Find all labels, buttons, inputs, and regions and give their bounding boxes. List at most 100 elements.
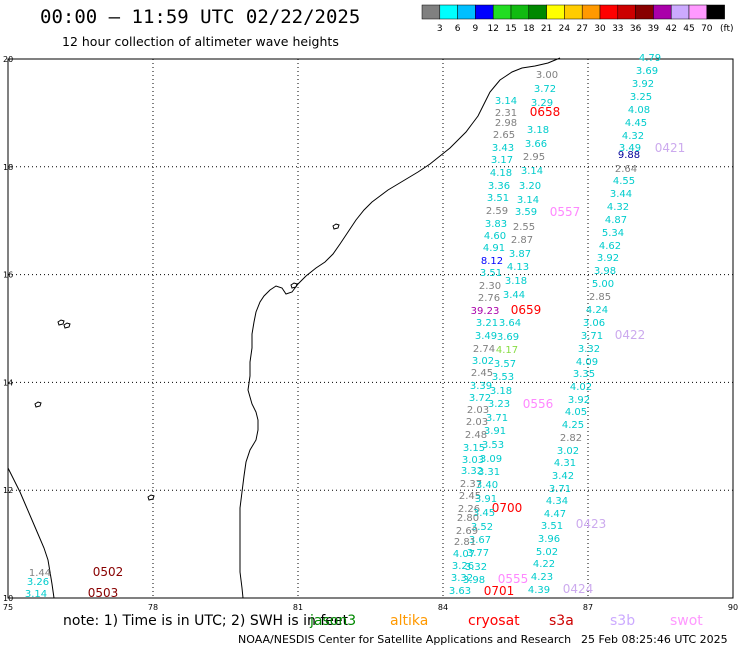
wave-height-label: 5.00 (592, 279, 614, 290)
wave-height-label: 2.45 (459, 491, 481, 502)
satellite-legend-cryosat: cryosat (468, 613, 520, 629)
island (63, 322, 71, 329)
wave-height-label: 4.07 (453, 549, 475, 560)
wave-height-label: 2.64 (615, 164, 637, 175)
wave-height-label: 3.44 (503, 290, 525, 301)
wave-height-label: 4.32 (622, 131, 644, 142)
pass-time-label: 0503 (88, 586, 119, 600)
wave-height-label: 3.32 (578, 344, 600, 355)
wave-height-label: 4.13 (507, 262, 529, 273)
wave-height-label: 4.62 (599, 241, 621, 252)
wave-height-label: 3.59 (515, 207, 537, 218)
scale-tick-label: 36 (630, 24, 642, 34)
scale-tick-label: 12 (487, 24, 498, 34)
wave-height-label: 3.53 (492, 372, 514, 383)
wave-height-label: 3.20 (519, 181, 541, 192)
wave-height-label: 3.83 (485, 219, 507, 230)
wave-height-label: 4.17 (496, 345, 518, 356)
pass-time-label: 0424 (563, 582, 594, 596)
wave-height-label: 3.06 (583, 318, 605, 329)
wave-height-label: 3.72 (534, 84, 556, 95)
x-tick-label: 87 (583, 603, 593, 612)
wave-height-label: 3.32 (461, 466, 483, 477)
wave-height-label: 3.14 (25, 589, 47, 600)
wave-height-label: 4.34 (546, 496, 568, 507)
wave-height-label: 3.25 (630, 92, 652, 103)
wave-height-label: 3.03 (462, 455, 484, 466)
scale-tick-label: 30 (594, 24, 606, 34)
wave-height-label: 3.32 (451, 573, 473, 584)
wave-height-label: 3.98 (463, 575, 485, 586)
wave-height-label: 3.14 (495, 96, 517, 107)
satellite-legend-s3b: s3b (610, 613, 636, 629)
wave-height-label: 3.02 (557, 446, 579, 457)
wave-height-label: 3.23 (488, 399, 510, 410)
wave-height-label: 3.57 (494, 359, 516, 370)
island (34, 401, 42, 408)
wave-height-label: 3.64 (499, 318, 521, 329)
wave-height-label: 2.45 (471, 368, 493, 379)
wave-height-label: 3.14 (521, 166, 543, 177)
wave-height-label: 3.51 (480, 268, 502, 279)
wave-height-label: 2.74 (473, 344, 495, 355)
wave-height-label: 3.92 (597, 253, 619, 264)
wave-height-label: 2.95 (523, 152, 545, 163)
scale-tick-label: 15 (505, 24, 516, 34)
x-tick-label: 78 (148, 603, 158, 612)
wave-height-label: 1.44 (29, 568, 51, 579)
wave-height-label: 3.71 (549, 484, 571, 495)
page-subtitle: 12 hour collection of altimeter wave hei… (62, 34, 339, 49)
pass-time-label: 0701 (484, 584, 515, 598)
wave-height-label: 2.98 (495, 118, 517, 129)
pass-time-label: 0556 (523, 397, 554, 411)
wave-height-label: 39.23 (471, 306, 500, 317)
page-title: 00:00 – 11:59 UTC 02/22/2025 (40, 6, 361, 28)
pass-time-label: 0421 (655, 141, 686, 155)
wave-height-label: 4.23 (531, 572, 553, 583)
wave-height-label: 4.31 (554, 458, 576, 469)
wave-height-label: 2.26 (458, 504, 480, 515)
wave-height-label: 3.91 (475, 494, 497, 505)
wave-height-label: 3.31 (478, 467, 500, 478)
scale-tick-label: 3 (437, 24, 443, 34)
wave-height-label: 3.91 (484, 426, 506, 437)
wave-height-label: 9.88 (618, 150, 640, 161)
scale-unit: (ft) (720, 24, 734, 34)
wave-height-label: 3.72 (469, 393, 491, 404)
scale-tick-label: 45 (683, 24, 694, 34)
wave-height-label: 3.45 (473, 508, 495, 519)
wave-height-label: 3.29 (531, 98, 553, 109)
scale-tick-label: 33 (612, 24, 623, 34)
wave-height-label: 2.81 (454, 537, 476, 548)
island (332, 223, 340, 230)
scale-swatch (706, 4, 725, 20)
wave-height-label: 3.71 (486, 413, 508, 424)
wave-height-label: 4.18 (490, 168, 512, 179)
x-tick-label: 84 (438, 603, 448, 612)
footnote-note: note: 1) Time is in UTC; 2) SWH is in fe… (63, 613, 349, 629)
wave-height-label: 3.26 (27, 577, 49, 588)
wave-height-label: 8.12 (481, 256, 503, 267)
wave-height-label: 4.47 (544, 509, 566, 520)
wave-height-label: 4.91 (483, 243, 505, 254)
coastline (7, 467, 55, 599)
wave-height-label: 3.26 (452, 561, 474, 572)
wave-height-label: 3.39 (470, 381, 492, 392)
y-tick-label: 20 (3, 55, 13, 64)
wave-height-label: 2.76 (478, 293, 500, 304)
wave-height-label: 3.49 (619, 143, 641, 154)
wave-height-label: 3.92 (568, 395, 590, 406)
x-tick-label: 81 (293, 603, 303, 612)
wave-height-label: 2.82 (560, 433, 582, 444)
wave-height-label: 3.42 (552, 471, 574, 482)
wave-height-label: 5.34 (602, 228, 624, 239)
satellite-legend-jason3: jason3 (310, 613, 357, 629)
color-scale-bar: 3 6 9 12 15 18 21 24 27 30 33 36 39 42 45 70 (ft) (421, 4, 734, 34)
satellite-legend-swot: swot (670, 613, 703, 629)
wave-height-label: 2.03 (466, 417, 488, 428)
wave-height-label: 3.53 (482, 440, 504, 451)
wave-height-label: 3.43 (492, 143, 514, 154)
wave-height-label: 3.15 (463, 443, 485, 454)
wave-height-label: 2.59 (486, 206, 508, 217)
